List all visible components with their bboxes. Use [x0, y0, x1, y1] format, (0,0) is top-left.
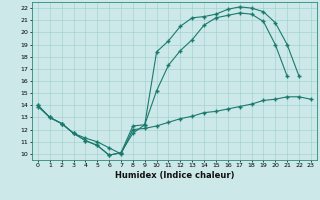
X-axis label: Humidex (Indice chaleur): Humidex (Indice chaleur) [115, 171, 234, 180]
